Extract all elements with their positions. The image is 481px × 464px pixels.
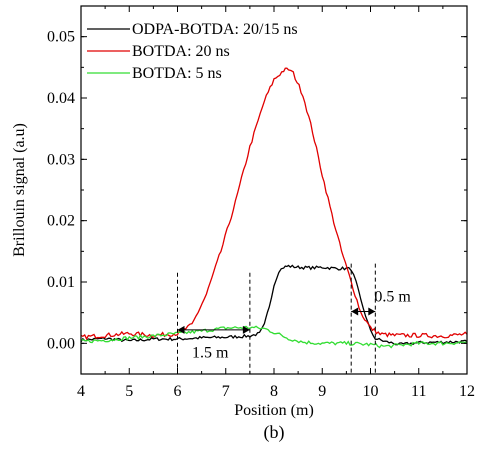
- arrow-head-right: [242, 325, 250, 334]
- panel-label: (b): [264, 422, 285, 443]
- plot-frame: [80, 5, 468, 375]
- legend-entry-0: ODPA-BOTDA: 20/15 ns: [132, 21, 298, 38]
- x-axis-label: Position (m): [234, 402, 314, 419]
- series-line-0: [81, 264, 467, 346]
- x-tick-label: 10: [363, 383, 379, 400]
- legend-entry-2: BOTDA: 5 ns: [132, 65, 222, 82]
- annotation-label: 1.5 m: [192, 344, 229, 361]
- x-tick-label: 11: [411, 383, 426, 400]
- series-line-2: [81, 325, 467, 349]
- y-tick-label: 0.02: [47, 213, 75, 230]
- x-tick-label: 5: [125, 383, 133, 400]
- y-axis-label: Brillouin signal (a.u): [11, 123, 28, 257]
- x-tick-label: 8: [270, 383, 278, 400]
- arrow-head-left: [351, 307, 359, 316]
- series-line-1: [81, 67, 467, 341]
- x-tick-label: 6: [174, 383, 182, 400]
- x-tick-label: 9: [318, 383, 326, 400]
- y-tick-label: 0.05: [47, 29, 75, 46]
- y-tick-label: 0.04: [47, 90, 75, 107]
- annotation-layer: 1.5 m 0.5 m: [177, 263, 411, 374]
- arrow-head-left: [177, 325, 185, 334]
- y-tick-label: 0.00: [47, 335, 75, 352]
- series-layer: [81, 67, 467, 349]
- legend-entry-1: BOTDA: 20 ns: [132, 43, 230, 60]
- x-tick-label: 4: [77, 383, 85, 400]
- tick-layer: 4 5 6 7 8 9 10 11 12 0.00 0.01 0.02 0.03 0.04 0.05: [47, 5, 475, 400]
- annotation-label: 0.5 m: [374, 289, 411, 306]
- y-tick-label: 0.01: [47, 274, 75, 291]
- x-tick-label: 7: [222, 383, 230, 400]
- arrow-head-right: [368, 307, 376, 316]
- x-tick-label: 12: [459, 383, 475, 400]
- legend: ODPA-BOTDA: 20/15 ns BOTDA: 20 ns BOTDA: 5…: [87, 21, 298, 82]
- y-tick-label: 0.03: [47, 151, 75, 168]
